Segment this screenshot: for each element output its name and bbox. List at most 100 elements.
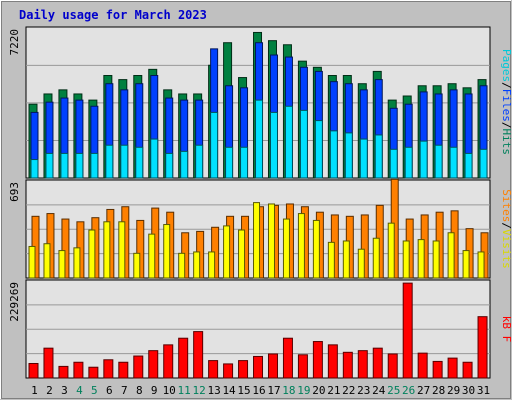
bar-pages (225, 146, 234, 179)
x-tick-label: 5 (91, 384, 98, 397)
bar-visits (238, 229, 246, 279)
bar-kb-f (208, 360, 219, 379)
legend-item: / (500, 82, 512, 89)
bar-pages (45, 152, 54, 179)
x-tick-label: 12 (193, 384, 206, 397)
legend: kB F (500, 316, 512, 343)
bar-visits (73, 247, 81, 279)
x-tick-label: 7 (121, 384, 128, 397)
x-tick-label: 15 (237, 384, 250, 397)
x-axis-day-labels: 1 2 3 4 5 6 7 8 9 10 11 12 13 14 15 16 17 18 19 20 21 22 23 24 2… (31, 384, 490, 397)
legend: Pages/Files/Hits (500, 49, 512, 155)
bar-kb-f (118, 361, 129, 379)
bar-kb-f (357, 350, 368, 379)
legend-item: Pages (500, 49, 512, 82)
bar-kb-f (223, 363, 234, 379)
x-tick-label: 13 (207, 384, 220, 397)
x-tick-label: 10 (163, 384, 176, 397)
bar-visits (193, 251, 201, 279)
bar-visits (387, 222, 395, 279)
bar-pages (75, 152, 84, 179)
bar-visits (267, 203, 275, 279)
bar-kb-f (88, 366, 99, 379)
bar-pages (195, 144, 204, 179)
bar-visits (432, 240, 440, 279)
bar-pages (180, 150, 189, 179)
bar-visits (88, 229, 96, 279)
x-tick-label: 9 (151, 384, 158, 397)
x-tick-label: 27 (417, 384, 430, 397)
bar-visits (372, 237, 380, 279)
bar-pages (389, 148, 398, 179)
bar-visits (447, 232, 455, 279)
bar-pages (60, 152, 69, 179)
bar-pages (120, 144, 129, 179)
x-tick-label: 19 (297, 384, 310, 397)
bar-visits (357, 248, 365, 279)
y-max-label: 693 (8, 182, 21, 202)
bar-visits (163, 224, 171, 279)
x-tick-label: 6 (106, 384, 113, 397)
legend-item: / (500, 122, 512, 129)
bar-pages (135, 146, 144, 179)
bar-visits (133, 252, 141, 279)
legend: Sites/Visits (500, 189, 512, 269)
bar-pages (284, 105, 293, 179)
bar-kb-f (28, 362, 39, 379)
bar-kb-f (58, 365, 69, 379)
bar-pages (329, 130, 338, 179)
bar-kb-f (193, 331, 204, 379)
legend-item: kB F (500, 316, 512, 343)
bar-pages (269, 111, 278, 179)
bar-kb-f (253, 355, 264, 379)
bar-visits (253, 202, 261, 279)
x-tick-label: 31 (477, 384, 490, 397)
x-tick-label: 8 (136, 384, 143, 397)
bar-kb-f (477, 316, 488, 379)
x-tick-label: 14 (222, 384, 236, 397)
chart-title: Daily usage for March 2023 (19, 8, 207, 22)
bar-kb-f (103, 359, 114, 379)
x-tick-label: 17 (267, 384, 280, 397)
bar-kb-f (282, 337, 293, 379)
x-tick-label: 21 (327, 384, 340, 397)
bar-pages (90, 152, 99, 179)
x-tick-label: 2 (46, 384, 53, 397)
bar-kb-f (163, 344, 174, 379)
bar-kb-f (312, 341, 323, 379)
x-tick-label: 30 (462, 384, 475, 397)
bar-pages (419, 140, 428, 179)
legend-item: Visits (500, 229, 512, 269)
bar-pages (299, 109, 308, 179)
x-tick-label: 29 (447, 384, 460, 397)
x-tick-label: 28 (432, 384, 445, 397)
bar-kb-f (432, 360, 443, 379)
x-tick-label: 25 (387, 384, 400, 397)
bar-kb-f (43, 347, 54, 379)
x-tick-label: 11 (178, 384, 191, 397)
bar-visits (43, 243, 51, 279)
x-tick-label: 1 (31, 384, 38, 397)
bar-pages (210, 111, 219, 179)
bar-visits (402, 240, 410, 279)
bar-kb-f (372, 347, 383, 379)
bar-kb-f (447, 357, 458, 379)
bar-visits (58, 250, 66, 279)
bar-kb-f (402, 282, 413, 379)
bar-visits (462, 250, 470, 279)
bar-sites (61, 218, 70, 279)
legend-item: Hits (500, 129, 512, 156)
x-tick-label: 4 (76, 384, 83, 397)
bar-visits (118, 221, 126, 279)
bar-kb-f (327, 344, 338, 379)
bar-visits (282, 218, 290, 279)
bar-kb-f (148, 350, 159, 379)
bar-pages (344, 132, 353, 179)
x-tick-label: 23 (357, 384, 370, 397)
legend-item: Files (500, 89, 512, 122)
bar-visits (477, 251, 485, 279)
bar-pages (165, 152, 174, 179)
bar-pages (240, 146, 249, 179)
